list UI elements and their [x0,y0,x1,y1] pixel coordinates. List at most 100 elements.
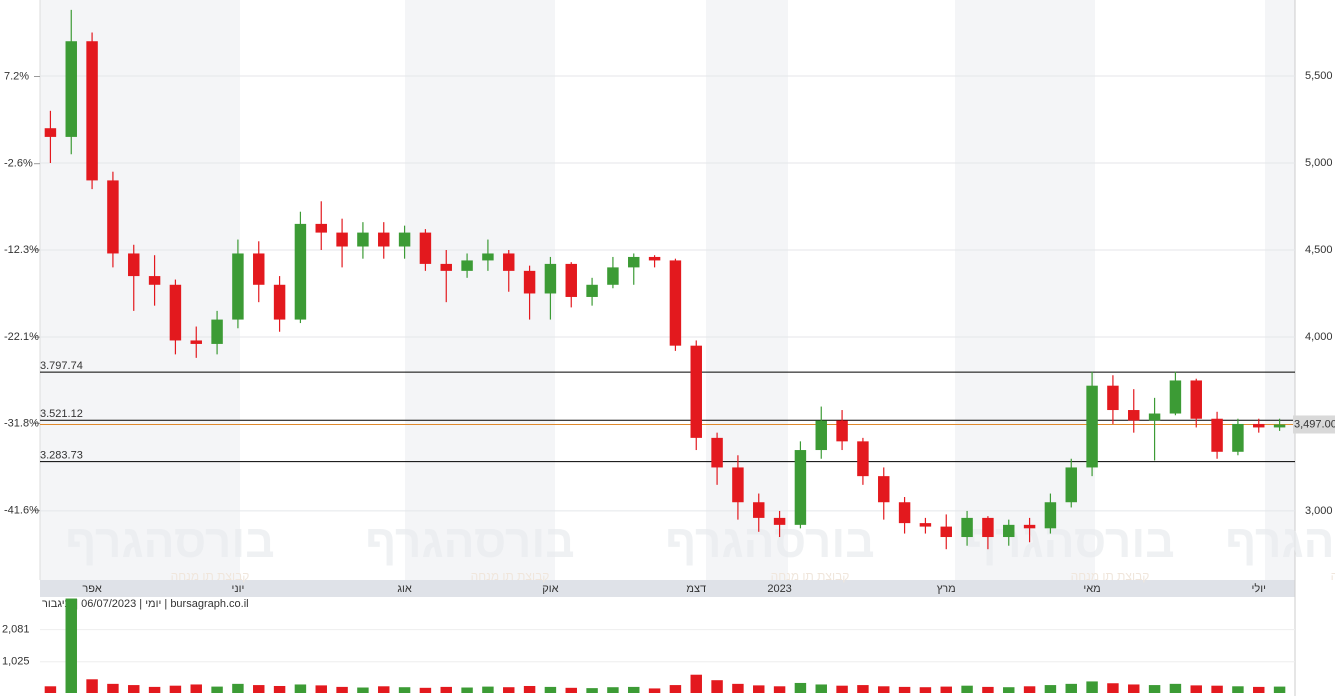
watermark-sub: קבוצת תו מנחה [471,569,550,583]
candle-body [898,502,911,524]
candle-body [1253,423,1265,428]
volume-bar [794,682,807,693]
candle-body [378,232,390,247]
candle-body [711,437,723,468]
y-tick-label: 4,000 [1305,331,1333,343]
volume-bar [1273,686,1286,693]
x-tick-label: יולי [1252,582,1266,595]
y-tick-label: 4,500 [1305,244,1333,256]
candle-body [565,263,577,297]
y-tick-label: 5,500 [1305,70,1333,82]
candle-body [1086,385,1098,468]
y2-tick-label: -2.6% [4,158,33,170]
x-tick-label: אוג [397,583,412,595]
volume-bar [878,686,890,693]
candle-body [461,260,473,271]
candle-body [86,41,98,181]
candle-body [503,253,515,271]
candle-body [1003,524,1015,538]
y2-tick-label: -12.3% [4,244,39,256]
candle-body [648,256,661,261]
volume-bar [628,686,640,693]
volume-bar [773,686,786,693]
candle-body [169,284,182,341]
watermark-sub: קבוצת תו מנחה [171,569,250,583]
volume-bar [607,687,619,693]
candle-body [1107,385,1119,411]
candle-body [315,223,327,233]
candle-body [1128,410,1140,421]
volume-bar [503,687,515,693]
candle-body [940,526,952,538]
candle-body [1169,380,1182,414]
volume-bar [253,685,265,693]
volume-bar [732,683,744,693]
candle-body [815,420,827,451]
candle-body [398,232,411,247]
candle-body [794,450,807,525]
volume-bar [148,686,161,693]
x-tick-label: מרץ [937,583,956,595]
volume-bar [1169,683,1182,693]
volume-bar [919,687,932,693]
volume-bar [357,687,369,693]
volume-bar [1107,683,1119,693]
candle-body [607,267,619,285]
candle-body [544,263,557,294]
candle-body [336,232,348,247]
level-label: 3.797.74 [40,360,83,372]
x-tick-label: יוני [231,583,244,595]
candle-body [357,232,369,247]
candle-body [1148,413,1161,421]
candle-body [773,517,786,525]
volume-bar [65,598,77,693]
candle-body [1044,502,1057,529]
volume-bar [940,686,952,693]
volume-bar [107,683,119,693]
x-tick-label: אוק [542,583,558,595]
candle-body [732,467,744,503]
candle-body [982,517,994,538]
candle-body [128,253,140,277]
y-tick-label: 5,000 [1305,157,1333,169]
volume-bar [398,687,411,693]
watermark: בורסהגרף [665,515,874,567]
candle-body [482,253,494,261]
last-price-label: 3,497.00 [1294,418,1335,430]
volume-bar [315,685,327,693]
volume-bar [857,685,869,693]
candle-body [523,270,536,294]
volume-bar [961,685,973,693]
candle-body [294,223,307,320]
volume-bar [211,686,223,693]
candle-body [878,476,890,503]
watermark-sub: קבוצת תו מנחה [771,569,850,583]
volume-bar [982,686,994,693]
x-tick-label: מאי [1083,583,1100,595]
watermark-sub: קבוצת תו מנחה [1071,569,1150,583]
volume-bar [1003,687,1015,693]
volume-bar [586,688,598,693]
candle-body [753,502,765,518]
y2-tick-label: -22.1% [4,331,39,343]
volume-bar [1044,685,1057,693]
x-tick-label: 2023 [767,583,791,595]
volume-bar [690,674,702,693]
candle-body [1232,423,1244,452]
volume-bar [898,686,911,693]
volume-tick-label: 2,081 [2,623,30,635]
volume-bar [1148,685,1161,693]
x-tick-label: דצמ [686,583,706,595]
candle-body [1211,418,1223,452]
volume-bar [1253,686,1265,693]
volume-bar [815,684,827,693]
bands [39,0,1296,696]
watermark: בורסהגרף [1225,515,1335,567]
volume-bar [1023,686,1036,693]
candle-body [65,41,77,137]
watermarks: בורסהגרף קבוצת תו מנחה בורסהגרף קבוצת תו מנ… [65,515,1335,583]
volume-bar [1128,684,1140,693]
candle-body [1273,424,1286,428]
volume-bar [273,685,286,693]
